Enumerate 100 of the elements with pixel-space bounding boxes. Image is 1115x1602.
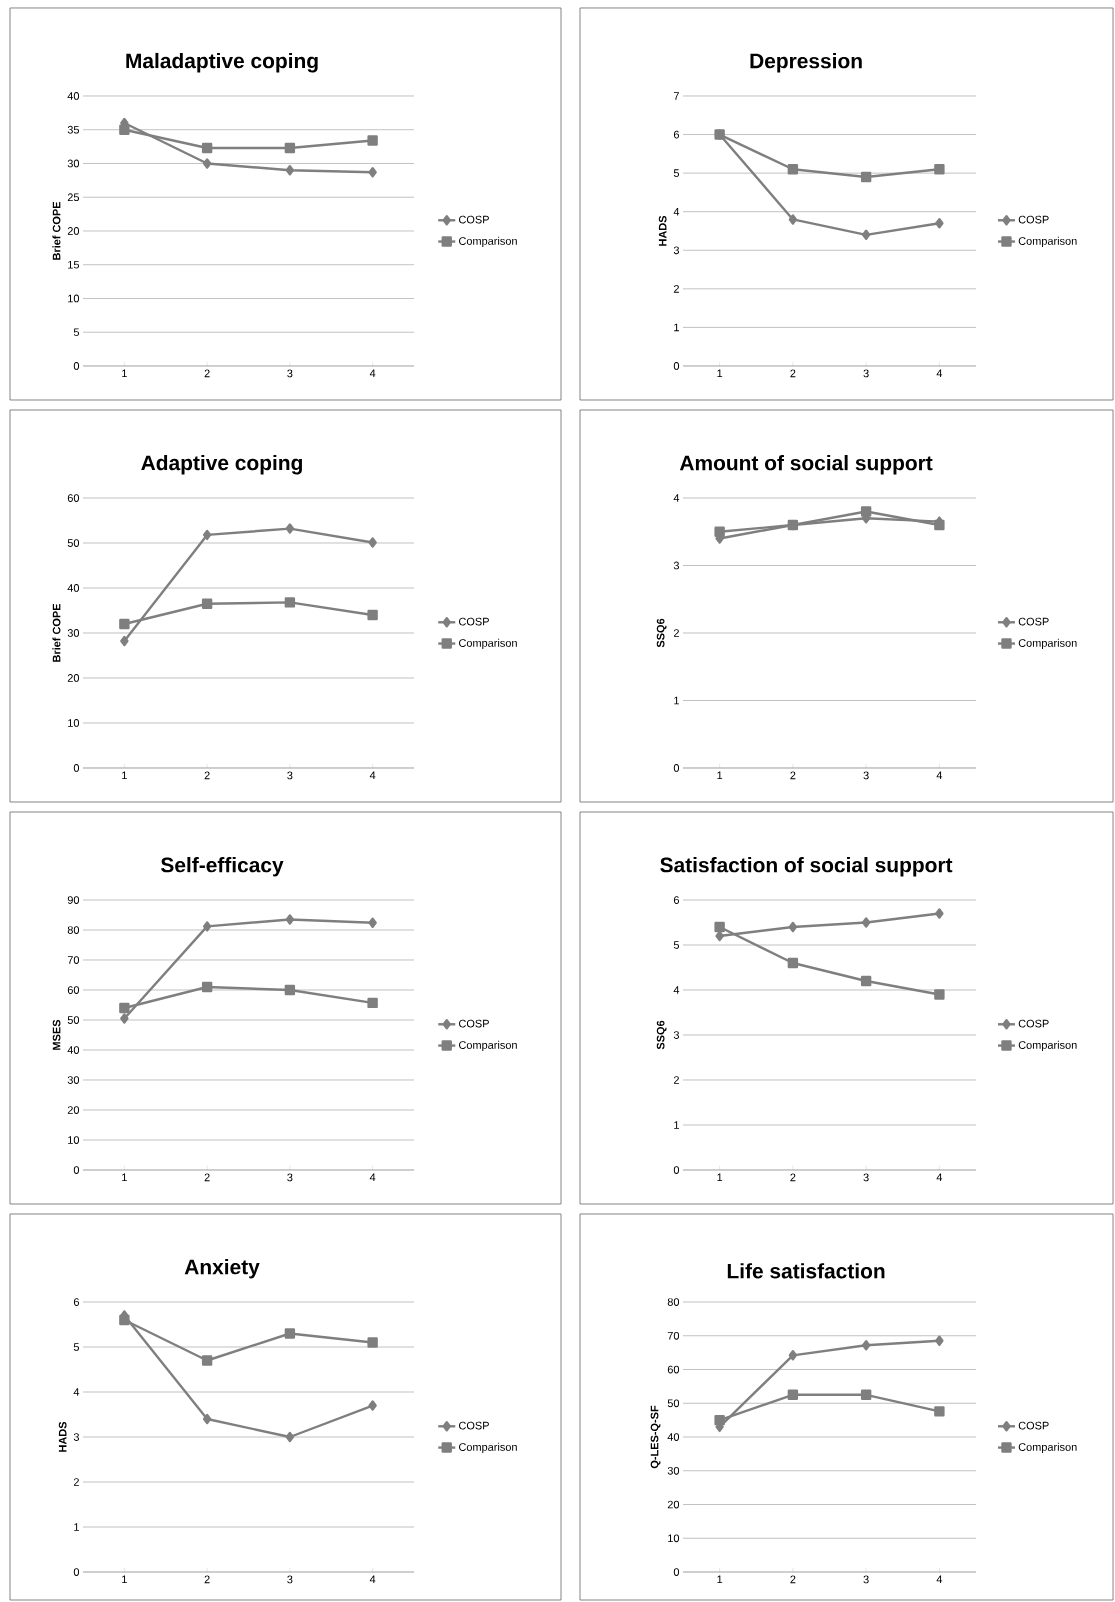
y-axis-title: Q-LES-Q-SF: [650, 1405, 661, 1469]
y-tick-label: 0: [73, 362, 80, 370]
x-tick-label: 3: [287, 771, 293, 780]
y-tick-label: 5: [673, 941, 680, 949]
y-tick-label: 90: [67, 896, 80, 904]
y-tick-label: 3: [673, 246, 679, 255]
legend-label: COSP: [459, 215, 489, 224]
y-tick-label: 2: [673, 285, 679, 293]
y-tick-label: 0: [73, 764, 80, 772]
x-tick-label: 4: [369, 1173, 376, 1182]
chart-title: Amount of social support: [679, 454, 933, 475]
y-tick-label: 5: [73, 328, 80, 337]
y-tick-label: 80: [667, 1298, 680, 1306]
y-tick-label: 10: [68, 294, 80, 303]
y-tick-label: 60: [667, 1365, 680, 1374]
legend-label: Comparison: [1018, 1442, 1077, 1454]
chart-title: Satisfaction of social support: [660, 857, 953, 877]
x-tick-label: 2: [204, 771, 210, 780]
y-tick-label: 0: [673, 1568, 680, 1576]
x-tick-label: 4: [936, 1173, 943, 1182]
chart-title: Adaptive coping: [141, 454, 302, 475]
y-tick-label: 10: [68, 1136, 80, 1144]
y-tick-label: 0: [73, 1166, 80, 1174]
y-tick-label: 60: [67, 494, 80, 502]
x-tick-label: 1: [717, 1173, 723, 1182]
y-axis-title: HADS: [58, 1421, 67, 1452]
x-tick-label: 2: [204, 1575, 210, 1584]
x-tick-label: 3: [863, 1173, 869, 1182]
y-tick-label: 4: [673, 207, 680, 216]
y-tick-label: 3: [673, 561, 679, 570]
y-tick-label: 4: [73, 1388, 80, 1396]
y-tick-label: 70: [667, 1331, 680, 1340]
y-tick-label: 0: [673, 362, 680, 370]
y-tick-label: 1: [674, 1121, 679, 1129]
y-axis-title: HADS: [658, 215, 667, 246]
y-axis-title: Brief COPE: [52, 603, 61, 662]
y-tick-label: 2: [673, 629, 679, 637]
x-tick-label: 2: [790, 771, 796, 780]
y-tick-label: 7: [673, 92, 679, 100]
chart-title: Self-efficacy: [161, 857, 284, 877]
y-tick-label: 25: [67, 193, 80, 202]
y-tick-label: 0: [673, 764, 680, 772]
x-tick-label: 1: [122, 771, 127, 780]
chart-title: Depression: [750, 53, 862, 73]
x-tick-label: 1: [122, 1575, 127, 1584]
y-tick-label: 50: [667, 1399, 680, 1408]
legend-label: Comparison: [459, 1442, 517, 1454]
chart-title: Maladaptive coping: [126, 52, 318, 73]
y-tick-label: 4: [673, 494, 680, 502]
y-tick-label: 20: [667, 1500, 680, 1509]
x-tick-label: 4: [936, 771, 943, 780]
y-tick-label: 2: [673, 1076, 679, 1084]
y-tick-label: 30: [67, 1076, 80, 1084]
y-tick-label: 35: [67, 125, 80, 134]
y-tick-label: 80: [67, 926, 80, 934]
chart-title: Anxiety: [184, 1259, 260, 1279]
y-tick-label: 1: [674, 323, 679, 332]
y-tick-label: 15: [68, 260, 80, 269]
y-tick-label: 5: [673, 169, 680, 177]
x-tick-label: 2: [204, 1173, 210, 1182]
y-tick-label: 0: [73, 1568, 80, 1576]
y-tick-label: 10: [68, 719, 80, 727]
x-tick-label: 3: [287, 1575, 293, 1584]
y-tick-label: 50: [67, 539, 80, 547]
x-tick-label: 2: [790, 1173, 796, 1182]
legend-label: COSP: [459, 1019, 489, 1028]
y-tick-label: 3: [73, 1433, 79, 1441]
y-tick-label: 5: [73, 1343, 80, 1351]
x-tick-label: 1: [717, 1575, 723, 1584]
y-tick-label: 30: [67, 629, 80, 637]
x-tick-label: 2: [204, 369, 210, 378]
legend-label: Comparison: [459, 236, 517, 248]
y-tick-label: 6: [673, 130, 679, 139]
y-tick-label: 1: [674, 696, 679, 705]
x-tick-label: 1: [122, 369, 127, 378]
y-tick-label: 30: [667, 1466, 680, 1475]
x-tick-label: 4: [369, 369, 376, 378]
y-tick-label: 40: [67, 1046, 80, 1054]
x-tick-label: 1: [122, 1173, 127, 1182]
y-tick-label: 20: [67, 1106, 80, 1114]
legend-label: COSP: [1018, 617, 1049, 626]
x-tick-label: 4: [369, 771, 376, 780]
legend-label: COSP: [1018, 1421, 1049, 1430]
y-tick-label: 10: [668, 1534, 680, 1543]
y-tick-label: 6: [673, 896, 679, 904]
x-tick-label: 2: [790, 369, 796, 378]
x-tick-label: 3: [863, 1575, 869, 1584]
legend-label: COSP: [1018, 215, 1049, 224]
legend-label: Comparison: [459, 638, 517, 650]
y-axis-title: SSQ6: [656, 1020, 667, 1050]
y-tick-label: 4: [673, 986, 680, 994]
legend-label: COSP: [1018, 1019, 1049, 1028]
y-tick-label: 3: [673, 1031, 679, 1039]
chart-title: Life satisfaction: [727, 1263, 885, 1279]
x-tick-label: 2: [790, 1575, 796, 1584]
y-tick-label: 2: [73, 1478, 79, 1486]
x-tick-label: 3: [863, 771, 869, 780]
x-tick-label: 4: [936, 1575, 943, 1584]
y-tick-label: 0: [673, 1166, 680, 1174]
y-tick-label: 1: [74, 1523, 79, 1531]
